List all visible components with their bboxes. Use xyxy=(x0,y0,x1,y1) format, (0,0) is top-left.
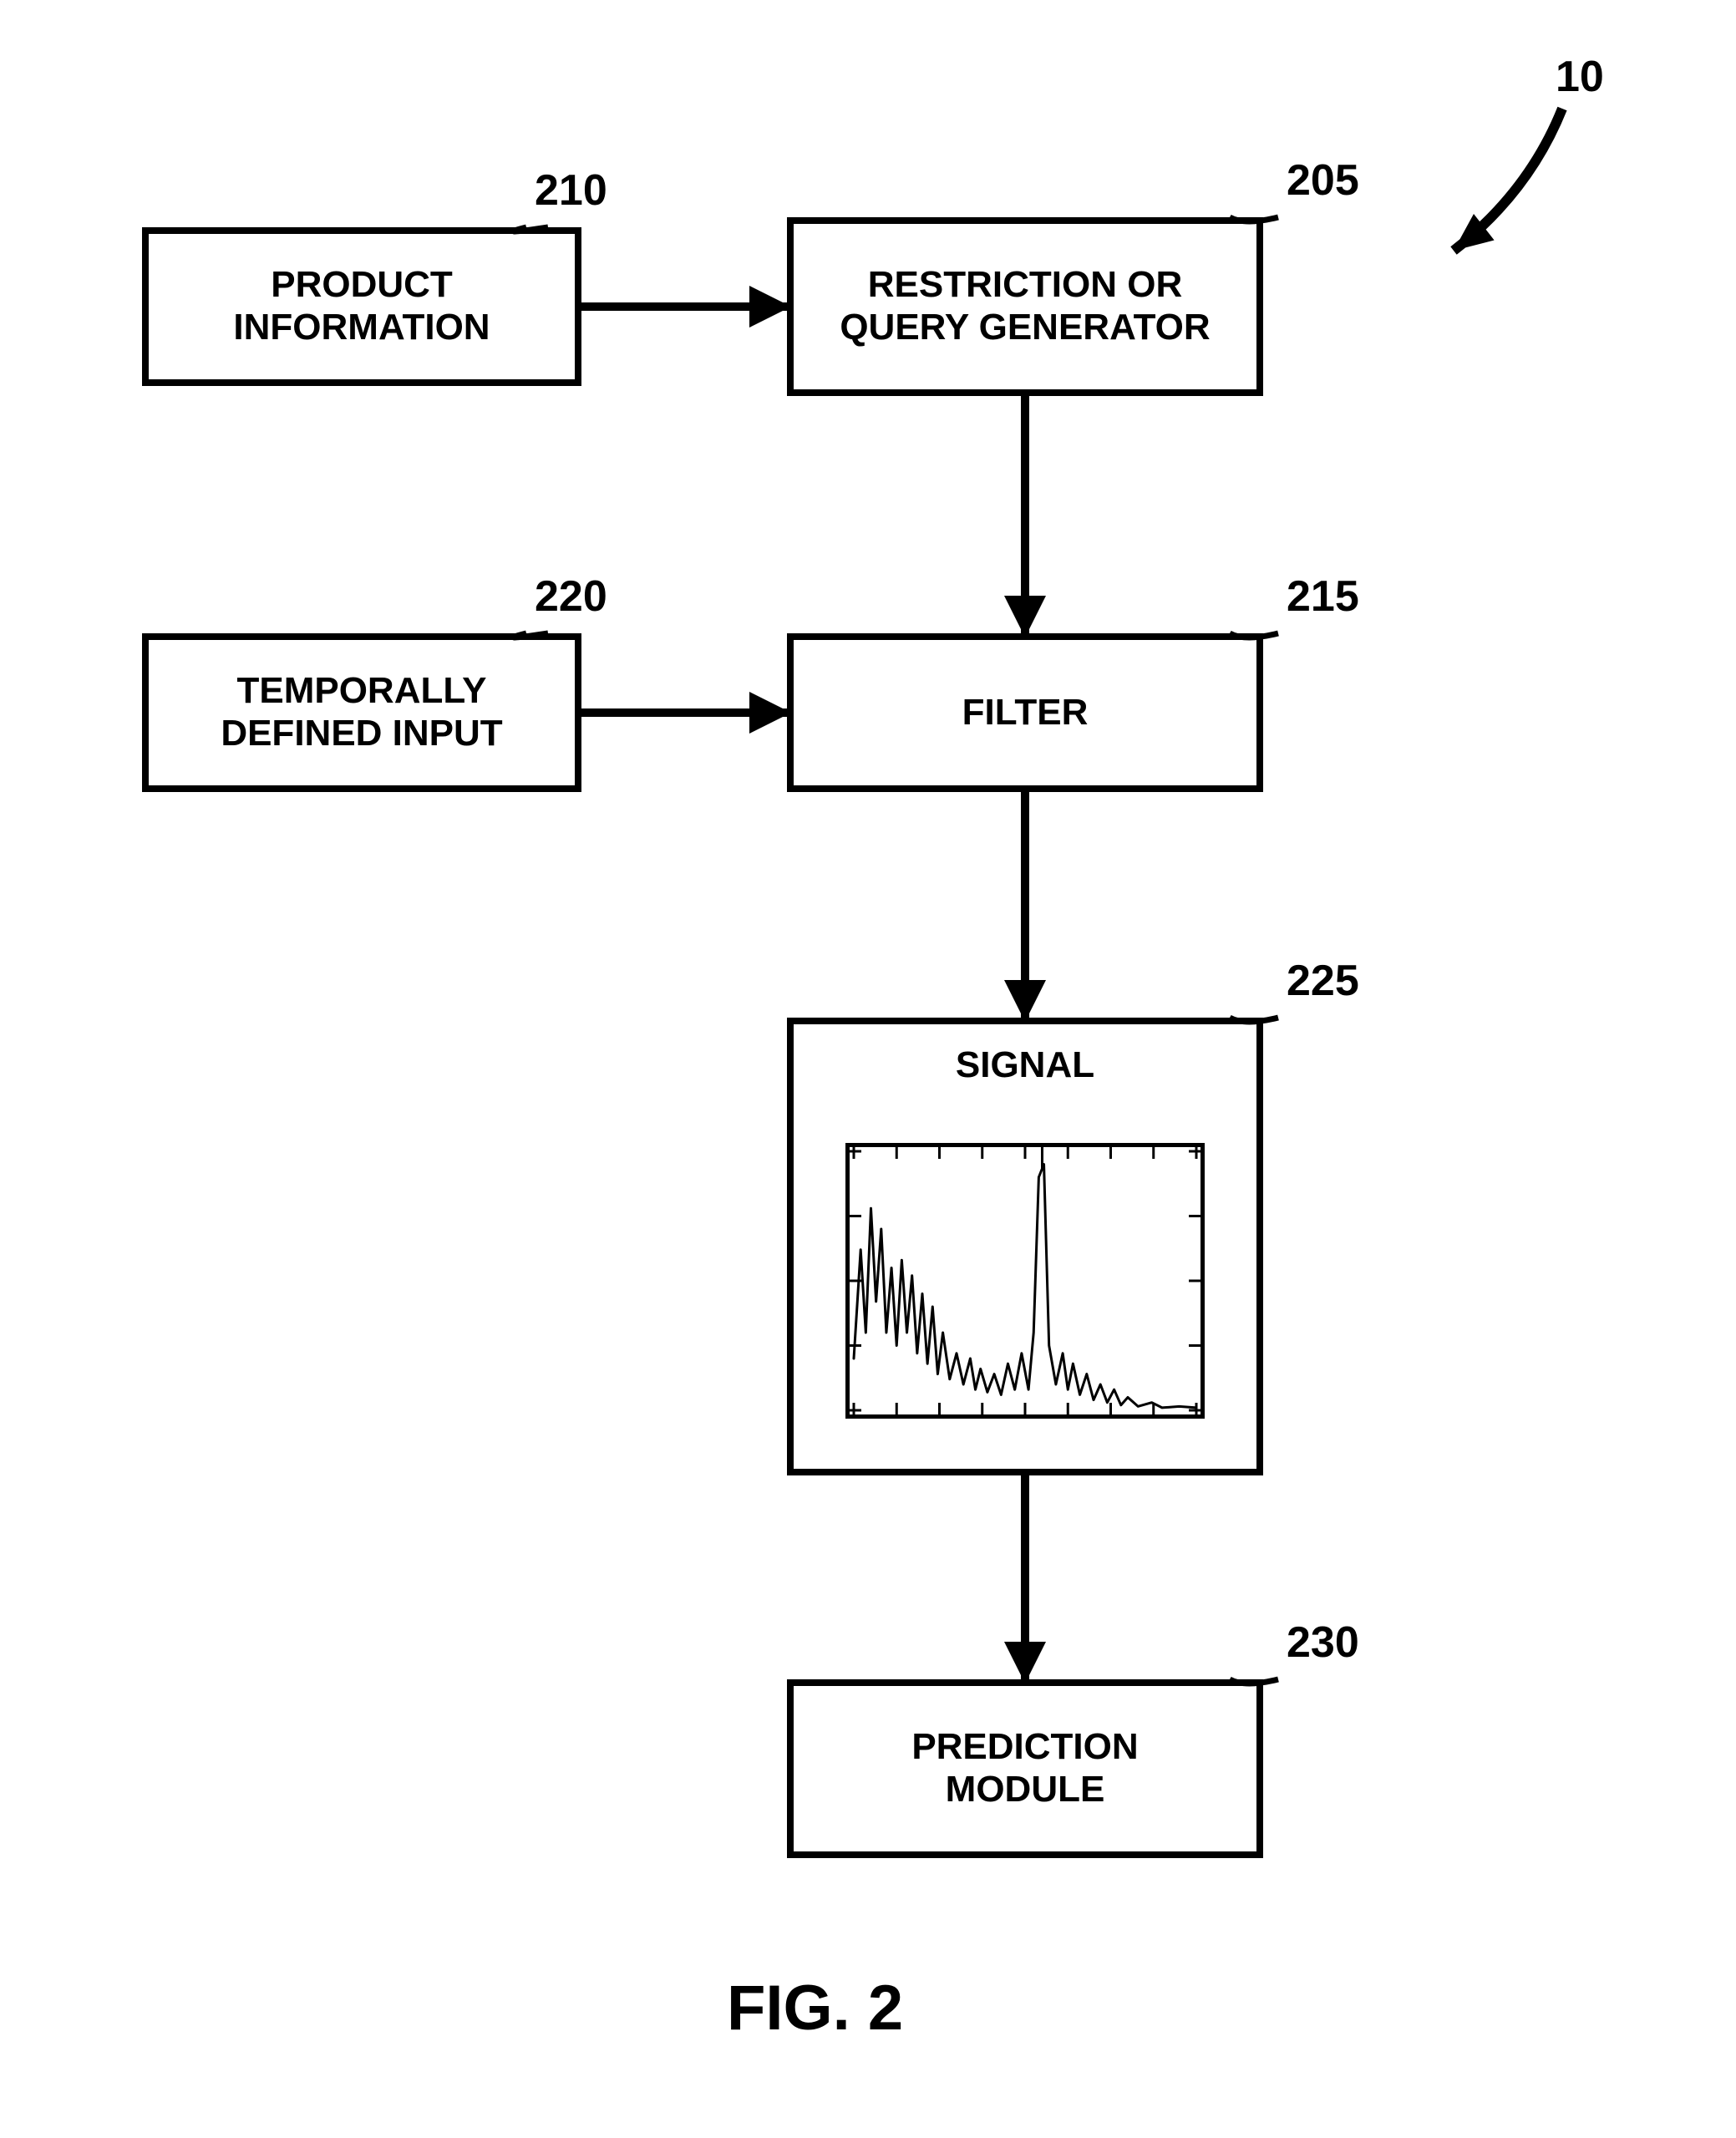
box-line: TEMPORALLY xyxy=(236,670,486,713)
prediction-module-box: PREDICTION MODULE xyxy=(787,1679,1263,1858)
ref-205: 205 xyxy=(1287,155,1359,206)
ref-10: 10 xyxy=(1556,52,1604,102)
box-line: PRODUCT xyxy=(271,264,453,307)
ref-215: 215 xyxy=(1287,571,1359,622)
ref-220: 220 xyxy=(535,571,607,622)
box-line: PREDICTION xyxy=(911,1726,1138,1769)
ref-210: 210 xyxy=(535,165,607,216)
figure-label: FIG. 2 xyxy=(727,1972,903,2044)
ref-230: 230 xyxy=(1287,1617,1359,1668)
restriction-query-generator-box: RESTRICTION OR QUERY GENERATOR xyxy=(787,217,1263,396)
temporally-defined-input-box: TEMPORALLY DEFINED INPUT xyxy=(142,633,581,792)
ref-225: 225 xyxy=(1287,956,1359,1006)
box-line: DEFINED INPUT xyxy=(221,713,502,755)
signal-chart-frame xyxy=(845,1143,1205,1419)
box-line: QUERY GENERATOR xyxy=(840,307,1210,349)
signal-title: SIGNAL xyxy=(956,1044,1094,1087)
box-line: MODULE xyxy=(946,1769,1105,1811)
product-information-box: PRODUCT INFORMATION xyxy=(142,227,581,386)
filter-box: FILTER xyxy=(787,633,1263,792)
box-line: FILTER xyxy=(962,692,1089,734)
box-line: INFORMATION xyxy=(233,307,490,349)
box-line: RESTRICTION OR xyxy=(868,264,1182,307)
